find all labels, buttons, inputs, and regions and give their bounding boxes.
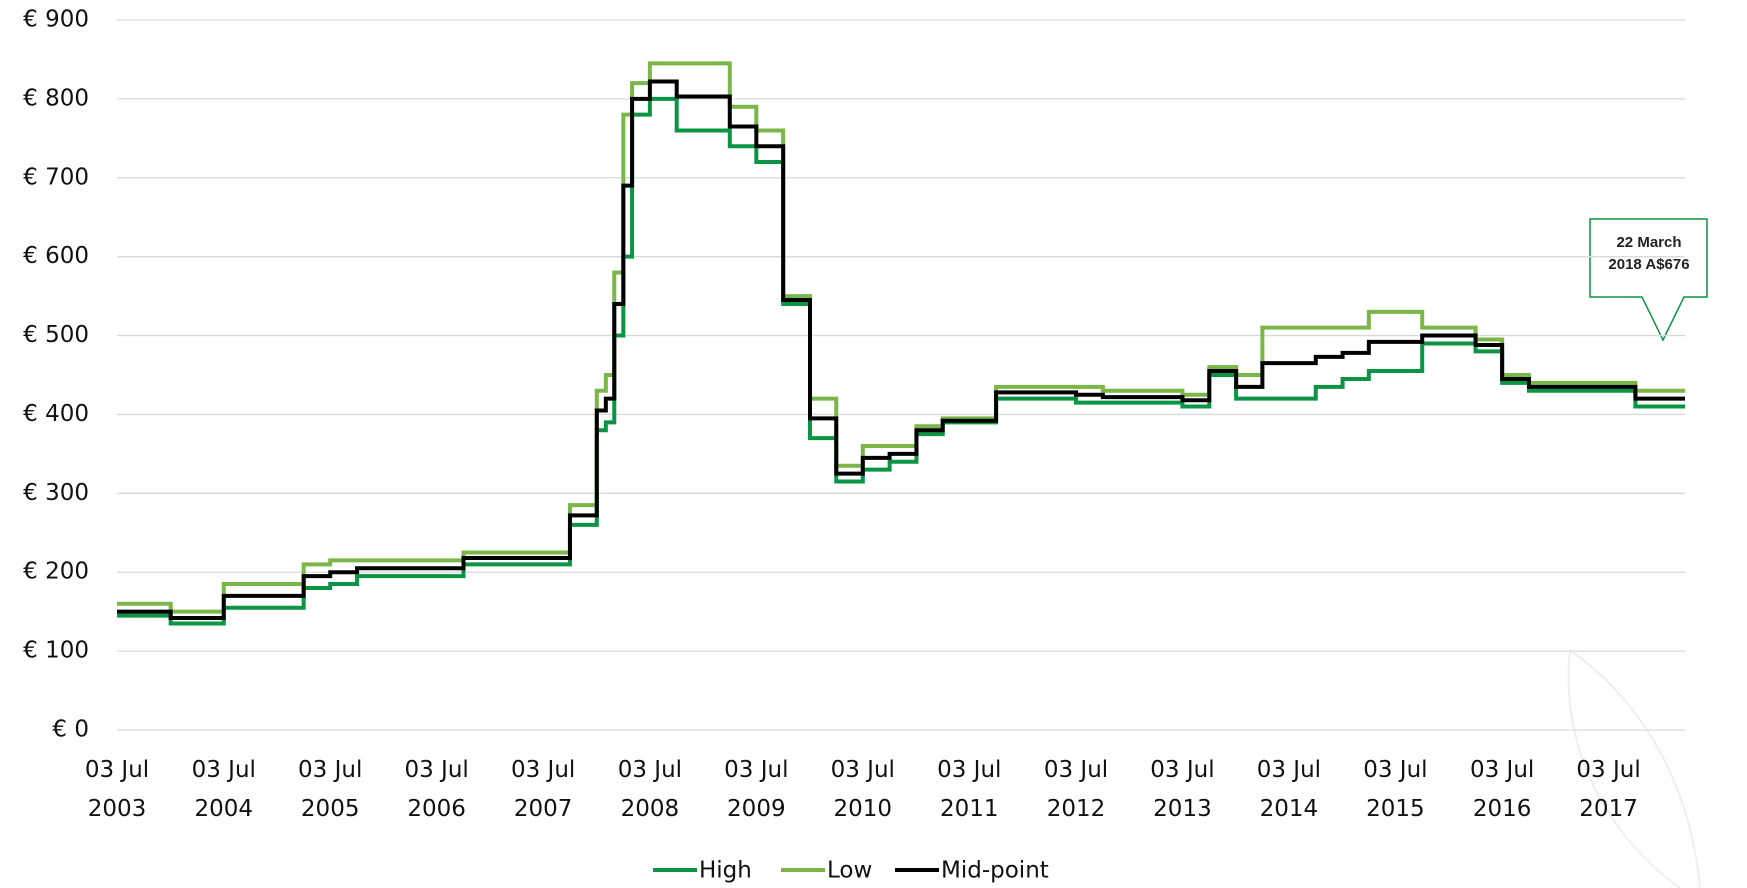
x-tick-label: 03 Jul 2005 [298, 757, 363, 822]
x-tick-label: 03 Jul 2003 [84, 757, 150, 822]
legend-label: Low [827, 858, 872, 884]
x-tick-label: 03 Jul 2012 [1043, 757, 1109, 822]
x-tick-label: 03 Jul 2010 [830, 757, 895, 822]
y-tick-label: € 700 [23, 164, 89, 190]
y-tick-label: € 300 [23, 480, 89, 506]
y-tick-label: € 600 [23, 243, 89, 269]
callout-box [1589, 218, 1708, 342]
x-tick-label: 03 Jul 2007 [510, 757, 576, 822]
x-tick-label: 03 Jul 2013 [1150, 757, 1215, 822]
y-tick-label: € 400 [23, 401, 89, 427]
x-tick-label: 03 Jul 2009 [724, 757, 789, 822]
x-tick-label: 03 Jul 2015 [1363, 757, 1428, 822]
legend-label: High [699, 858, 752, 884]
x-tick-label: 03 Jul 2017 [1576, 757, 1641, 822]
x-tick-label: 03 Jul 2011 [937, 757, 1002, 822]
line-series [117, 96, 1685, 626]
x-tick-label: 03 Jul 2004 [191, 757, 256, 822]
x-tick-label: 03 Jul 2014 [1256, 757, 1322, 822]
x-tick-label: 03 Jul 2016 [1469, 757, 1535, 822]
y-tick-label: € 0 [52, 717, 89, 743]
x-tick-label: 03 Jul 2006 [404, 757, 469, 822]
legend-label: Mid-point [941, 858, 1049, 884]
y-tick-label: € 900 [23, 7, 89, 33]
y-tick-label: € 500 [23, 322, 89, 348]
y-tick-label: € 200 [23, 559, 89, 585]
y-tick-label: € 800 [23, 85, 89, 111]
annotation: 22 March 2018 A$676 [1608, 234, 1690, 273]
x-tick-label: 03 Jul 2008 [617, 757, 683, 822]
y-tick-label: € 100 [23, 638, 89, 664]
decoration [1567, 649, 1701, 888]
line-series [117, 79, 1685, 620]
